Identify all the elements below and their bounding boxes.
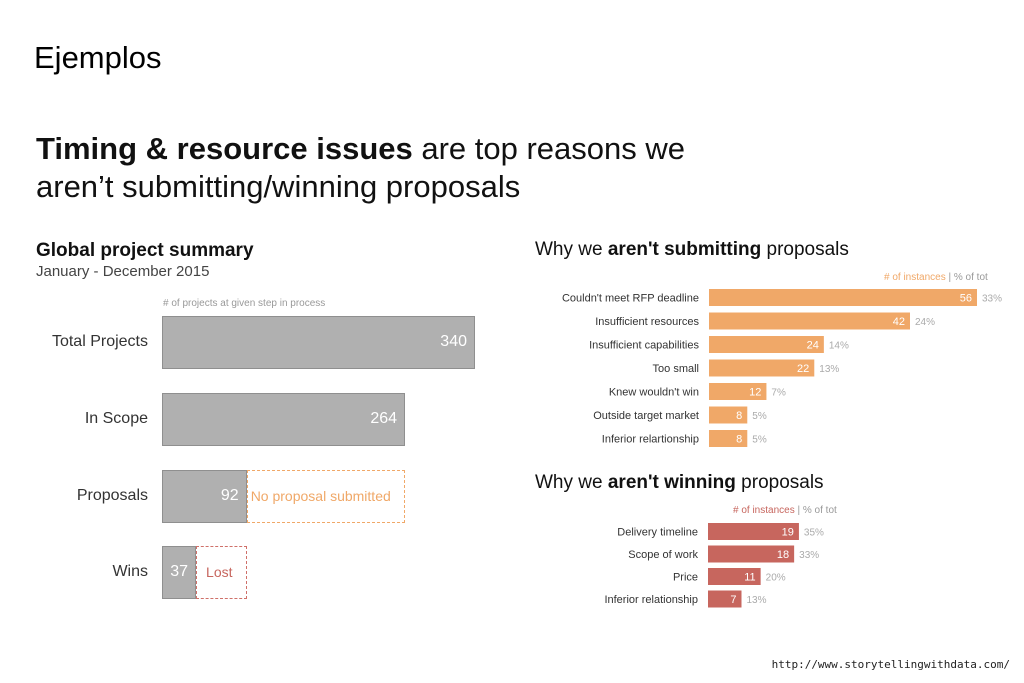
summary-title: Global project summary: [36, 240, 254, 261]
source-url[interactable]: http://www.storytellingwithdata.com/: [771, 658, 1010, 671]
funnel-label: Wins: [112, 563, 148, 580]
bar-value-label: 8: [736, 434, 742, 446]
percent-label: 24%: [915, 317, 935, 328]
funnel-value-label: 92: [220, 487, 239, 504]
bar: [708, 545, 795, 563]
submitting-title-bold: aren't submitting: [607, 239, 762, 260]
summary-subtitle: January - December 2015: [36, 263, 210, 280]
submitting-legend-pct: % of tot: [953, 272, 988, 283]
submitting-legend-sep: |: [945, 272, 954, 283]
bar: [709, 406, 748, 424]
no-proposal-label: No proposal submitted: [250, 488, 391, 504]
percent-label: 7%: [771, 388, 786, 399]
headline-line2: aren’t submitting/winning proposals: [36, 169, 521, 204]
slide-title: Ejemplos: [34, 40, 162, 75]
winning-legend-sep: |: [794, 505, 803, 516]
funnel-value-label: 37: [170, 563, 189, 580]
category-label: Insufficient resources: [595, 316, 699, 328]
winning-chart-title: Why we aren't winning proposals: [535, 472, 824, 494]
bar: [709, 383, 767, 400]
funnel-bar: [162, 393, 406, 446]
percent-label: 33%: [799, 550, 819, 561]
submitting-title-pre: Why we: [535, 239, 608, 260]
category-label: Inferior relationship: [604, 594, 698, 606]
submitting-chart-title: Why we aren't submitting proposals: [535, 239, 849, 261]
bar-value-label: 22: [797, 363, 809, 375]
winning-legend-pct: % of tot: [802, 505, 837, 516]
submitting-legend: # of instances | % of tot: [884, 272, 988, 283]
no-proposal-box: [246, 470, 406, 523]
bar: [709, 312, 910, 330]
summary-axis-note: # of projects at given step in process: [163, 298, 326, 309]
funnel-label: Proposals: [76, 487, 148, 504]
bar-value-label: 24: [807, 340, 819, 352]
funnel-bar: [162, 546, 197, 599]
funnel-bar: [162, 316, 475, 369]
bar: [709, 289, 977, 306]
bar-value-label: 11: [744, 572, 755, 584]
category-label: Delivery timeline: [617, 527, 698, 539]
submitting-bar-chart: Couldn't meet RFP deadline 56 33% Insuffici…: [562, 289, 1002, 447]
winning-title-pre: Why we: [535, 472, 608, 493]
percent-label: 5%: [752, 435, 767, 446]
funnel-label: In Scope: [84, 410, 148, 427]
headline: Timing & resource issues are top reasons…: [36, 130, 685, 206]
bar-value-label: 42: [893, 316, 905, 328]
funnel-bar: [162, 470, 247, 523]
bar: [708, 523, 799, 540]
percent-label: 13%: [747, 595, 767, 606]
category-label: Price: [673, 572, 698, 584]
submitting-legend-count: # of instances: [884, 272, 946, 283]
funnel-label: Total Projects: [51, 333, 148, 350]
winning-legend-count: # of instances: [733, 505, 795, 516]
percent-label: 14%: [829, 341, 849, 352]
winning-legend: # of instances | % of tot: [733, 505, 837, 516]
percent-label: 35%: [804, 528, 824, 539]
winning-title-post: proposals: [735, 472, 824, 493]
percent-label: 13%: [819, 364, 839, 375]
category-label: Outside target market: [593, 410, 699, 422]
winning-title-bold: aren't winning: [607, 472, 736, 493]
bar: [708, 568, 761, 585]
submitting-title-post: proposals: [761, 239, 849, 260]
bar: [709, 359, 815, 377]
category-label: Too small: [653, 363, 699, 375]
bar-value-label: 18: [777, 549, 789, 561]
bar-value-label: 12: [749, 387, 761, 399]
bar: [709, 430, 748, 447]
lost-box: [196, 546, 247, 599]
bar-value-label: 56: [960, 293, 972, 305]
winning-bar-chart: Delivery timeline 19 35% Scope of work 18 33%…: [604, 523, 824, 608]
category-label: Insufficient capabilities: [589, 340, 699, 352]
funnel-value-label: 264: [370, 410, 398, 427]
bar-value-label: 7: [730, 594, 736, 606]
category-label: Couldn't meet RFP deadline: [562, 293, 699, 305]
category-label: Inferior relartionship: [602, 434, 699, 446]
category-label: Scope of work: [628, 549, 698, 561]
funnel-value-label: 340: [440, 333, 467, 350]
headline-bold: Timing & resource issues: [36, 131, 413, 166]
percent-label: 20%: [766, 573, 786, 584]
headline-rest: are top reasons we: [412, 131, 686, 166]
bar-value-label: 19: [782, 527, 794, 539]
bar: [708, 590, 742, 608]
percent-label: 33%: [982, 294, 1002, 305]
bar: [709, 336, 824, 353]
bar-value-label: 8: [736, 410, 742, 422]
category-label: Knew wouldn't win: [609, 387, 699, 399]
lost-label: Lost: [206, 564, 233, 580]
percent-label: 5%: [752, 411, 767, 422]
